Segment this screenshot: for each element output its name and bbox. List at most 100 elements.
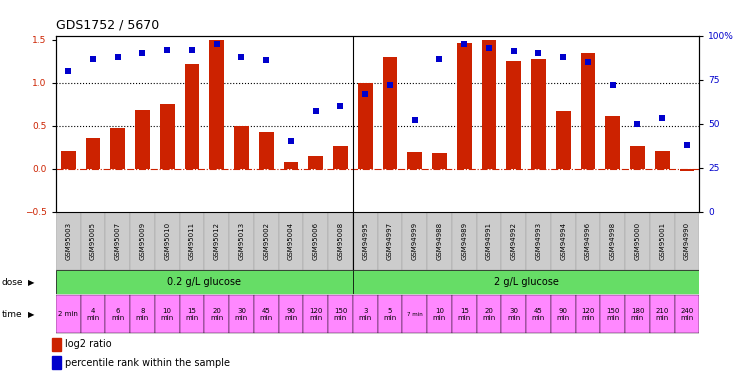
Point [384, 82, 396, 88]
Text: 15
min: 15 min [458, 308, 471, 321]
Bar [427, 212, 452, 270]
Bar [304, 212, 328, 270]
Text: GSM95011: GSM95011 [189, 222, 195, 260]
Bar [80, 295, 106, 333]
Text: GSM94994: GSM94994 [560, 222, 566, 260]
Point [359, 91, 371, 97]
Text: 4
min: 4 min [86, 308, 100, 321]
Bar [526, 295, 551, 333]
Text: 150
min: 150 min [334, 308, 347, 321]
Bar [427, 295, 452, 333]
Point [87, 56, 99, 62]
Bar [328, 212, 353, 270]
Bar [477, 212, 501, 270]
Point [434, 56, 446, 62]
Point [582, 59, 594, 65]
Text: 45
min: 45 min [260, 308, 273, 321]
Point [310, 108, 321, 114]
Text: 7 min: 7 min [407, 312, 423, 316]
Bar [650, 295, 675, 333]
Text: 10
min: 10 min [433, 308, 446, 321]
Bar [229, 212, 254, 270]
Bar [160, 104, 175, 169]
Point [260, 57, 272, 63]
Point [507, 48, 519, 54]
Text: GDS1752 / 5670: GDS1752 / 5670 [56, 19, 159, 32]
Text: time: time [1, 310, 22, 319]
Bar [86, 138, 100, 169]
Text: 150
min: 150 min [606, 308, 620, 321]
Text: log2 ratio: log2 ratio [65, 339, 112, 349]
Point [136, 50, 148, 56]
Bar [61, 151, 76, 169]
Point [236, 54, 248, 60]
Bar [378, 295, 403, 333]
Text: 90
min: 90 min [284, 308, 298, 321]
Text: 15
min: 15 min [185, 308, 199, 321]
Text: 120
min: 120 min [581, 308, 594, 321]
Text: 210
min: 210 min [655, 308, 669, 321]
Point [112, 54, 124, 60]
Text: GSM94996: GSM94996 [585, 222, 591, 260]
Text: 120
min: 120 min [309, 308, 322, 321]
Bar [501, 212, 526, 270]
Text: GSM95007: GSM95007 [115, 222, 121, 260]
Bar [130, 295, 155, 333]
Text: GSM94995: GSM94995 [362, 222, 368, 260]
Text: GSM94988: GSM94988 [437, 222, 443, 260]
Bar [650, 212, 675, 270]
Text: GSM95013: GSM95013 [238, 222, 245, 260]
Bar [328, 295, 353, 333]
Text: ▶: ▶ [28, 310, 35, 319]
Bar [457, 42, 472, 169]
Bar [625, 295, 650, 333]
Bar [600, 212, 625, 270]
Bar [675, 295, 699, 333]
Bar [403, 295, 427, 333]
Text: 30
min: 30 min [507, 308, 520, 321]
Point [408, 117, 420, 123]
Point [656, 116, 668, 122]
Text: 0.2 g/L glucose: 0.2 g/L glucose [167, 277, 241, 287]
Text: GSM95002: GSM95002 [263, 222, 269, 260]
Bar [80, 212, 106, 270]
Bar [481, 40, 496, 169]
Bar [526, 212, 551, 270]
Text: GSM95001: GSM95001 [659, 222, 665, 260]
Bar [52, 356, 61, 369]
Text: GSM94993: GSM94993 [536, 222, 542, 260]
Text: 30
min: 30 min [235, 308, 248, 321]
Point [211, 42, 222, 48]
Bar [551, 295, 576, 333]
Text: GSM95004: GSM95004 [288, 222, 294, 260]
Point [533, 50, 545, 56]
Bar [278, 295, 304, 333]
Bar [432, 153, 447, 169]
Bar [106, 295, 130, 333]
Point [285, 138, 297, 144]
Text: GSM94998: GSM94998 [610, 222, 616, 260]
Text: dose: dose [1, 278, 23, 286]
Bar [580, 53, 595, 169]
Bar [353, 295, 378, 333]
Bar [501, 295, 526, 333]
Bar [606, 116, 620, 169]
Bar [576, 212, 600, 270]
Text: GSM95012: GSM95012 [214, 222, 219, 260]
Bar [600, 295, 625, 333]
Bar [382, 57, 397, 169]
Text: percentile rank within the sample: percentile rank within the sample [65, 358, 231, 368]
Bar [407, 152, 422, 169]
Text: GSM95000: GSM95000 [635, 222, 641, 260]
Bar [630, 146, 645, 169]
Text: GSM94997: GSM94997 [387, 222, 393, 260]
Text: GSM95009: GSM95009 [139, 222, 145, 260]
Bar [110, 129, 125, 169]
Bar [130, 212, 155, 270]
Bar [283, 162, 298, 169]
Point [186, 47, 198, 53]
Bar [576, 295, 600, 333]
Bar [353, 212, 378, 270]
Bar [308, 156, 323, 169]
Text: 10
min: 10 min [161, 308, 174, 321]
